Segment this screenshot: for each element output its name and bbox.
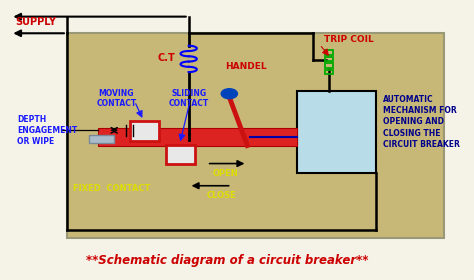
Bar <box>130 121 159 141</box>
Text: C.T: C.T <box>157 53 175 63</box>
Bar <box>90 135 114 143</box>
Text: OPEN: OPEN <box>213 169 238 178</box>
Text: HANDEL: HANDEL <box>225 62 266 71</box>
Text: AUTOMATIC
MECHANISM FOR
OPENING AND
CLOSING THE
CIRCUIT BREAKER: AUTOMATIC MECHANISM FOR OPENING AND CLOS… <box>383 95 460 149</box>
Bar <box>325 63 333 68</box>
Text: **Schematic diagram of a circuit breaker**: **Schematic diagram of a circuit breaker… <box>86 254 368 267</box>
Text: DEPTH
ENGAGEMENT
OR WIPE: DEPTH ENGAGEMENT OR WIPE <box>17 115 77 146</box>
Bar <box>325 50 333 55</box>
Text: TRIP COIL: TRIP COIL <box>324 35 374 44</box>
Text: SLIDING
CONTACT: SLIDING CONTACT <box>169 89 209 108</box>
Text: SUPPLY: SUPPLY <box>15 17 56 27</box>
Text: MOVING
CONTACT: MOVING CONTACT <box>96 89 137 108</box>
Bar <box>297 92 376 173</box>
Bar <box>325 57 333 61</box>
Circle shape <box>221 89 237 99</box>
Bar <box>99 128 297 146</box>
Bar <box>166 145 195 164</box>
Text: CLOSE: CLOSE <box>207 191 237 200</box>
Bar <box>67 33 444 238</box>
Bar <box>325 70 333 74</box>
Text: FIXED  CONTACT: FIXED CONTACT <box>73 184 151 193</box>
